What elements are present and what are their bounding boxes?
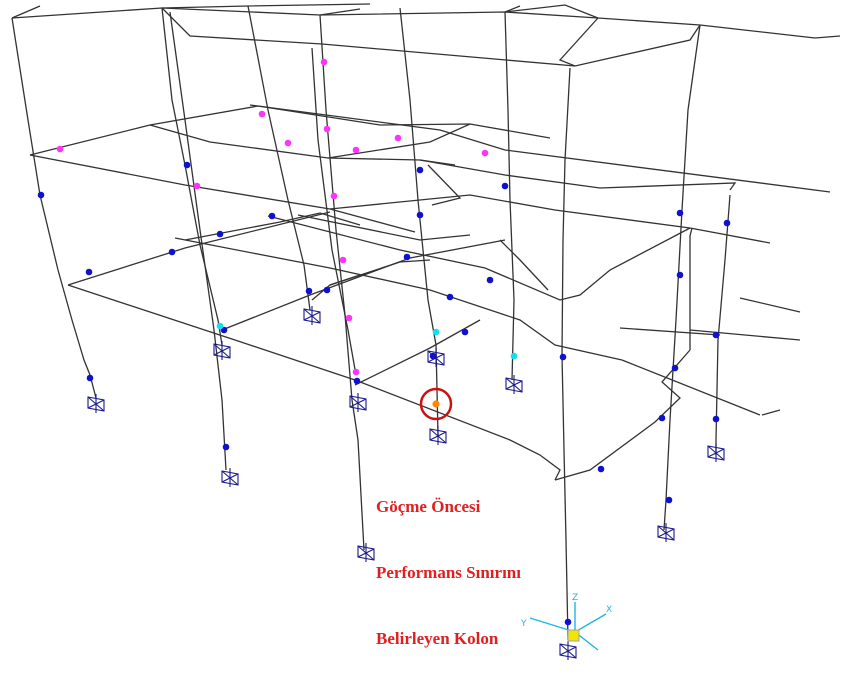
hinge-ls-11 (352, 368, 360, 376)
hinge-ls-5 (320, 58, 328, 66)
annotation-line-2: Performans Sınırını (376, 563, 521, 582)
hinge-io-15 (416, 211, 424, 219)
critical-column-annotation: Göçme Öncesi Performans Sınırını Belirle… (376, 452, 521, 672)
hinge-io-6 (216, 230, 224, 238)
hinge-ls-4 (284, 139, 292, 147)
hinge-io-30 (723, 219, 731, 227)
pin-support-11 (657, 523, 675, 542)
hinge-io-25 (671, 364, 679, 372)
hinge-io-10 (305, 287, 313, 295)
hinge-io-19 (461, 328, 469, 336)
pin-support-2 (213, 341, 231, 360)
hinge-io-29 (712, 415, 720, 423)
hinge-io-12 (403, 253, 411, 261)
annotation-line-1: Göçme Öncesi (376, 497, 481, 516)
hinge-cp-2 (432, 328, 440, 336)
hinge-io-7 (220, 326, 228, 334)
hinge-ls-13 (481, 149, 489, 157)
hinge-io-22 (597, 465, 605, 473)
hinge-ls-2 (193, 182, 201, 190)
pin-support-5 (349, 393, 367, 412)
hinge-ls-7 (352, 146, 360, 154)
pin-support-12 (707, 443, 725, 462)
critical-hinge-marker (432, 400, 440, 408)
hinge-io-18 (501, 182, 509, 190)
hinge-io-4 (183, 161, 191, 169)
hinge-io-31 (564, 618, 572, 626)
global-axes-triad: Z Y X (520, 593, 612, 651)
plastic-hinges (37, 58, 731, 626)
hinge-io-2 (85, 268, 93, 276)
hinge-io-3 (86, 374, 94, 382)
hinge-io-23 (658, 414, 666, 422)
pin-support-1 (87, 394, 105, 413)
critical-hinge-highlight-circle (419, 387, 453, 421)
hinge-io-5 (168, 248, 176, 256)
axes-origin-cube (567, 629, 580, 642)
hinge-io-14 (416, 166, 424, 174)
annotation-line-3: Belirleyen Kolon (376, 629, 499, 648)
column-supports (87, 306, 725, 660)
pin-support-9 (505, 375, 523, 394)
hinge-ls-12 (394, 134, 402, 142)
hinge-ls-9 (339, 256, 347, 264)
hinge-ls-1 (56, 145, 64, 153)
pin-support-10 (559, 641, 577, 660)
x-axis-label: X (606, 605, 612, 615)
pin-support-8 (429, 426, 447, 445)
pin-support-4 (303, 306, 321, 325)
hinge-cp-1 (216, 322, 224, 330)
hinge-io-21 (559, 353, 567, 361)
hinge-io-27 (676, 271, 684, 279)
z-axis-label: Z (572, 593, 578, 603)
hinge-cp-3 (510, 352, 518, 360)
hinge-io-16 (446, 293, 454, 301)
hinge-io-28 (712, 331, 720, 339)
hinge-io-17 (486, 276, 494, 284)
hinge-ls-3 (258, 110, 266, 118)
hinge-io-20 (429, 352, 437, 360)
pin-support-3 (221, 468, 239, 487)
hinge-io-26 (676, 209, 684, 217)
hinge-ls-10 (345, 314, 353, 322)
hinge-io-24 (665, 496, 673, 504)
hinge-io-13 (353, 377, 361, 385)
hinge-ls-8 (330, 192, 338, 200)
y-axis-label: Y (520, 619, 527, 629)
hinge-io-1 (37, 191, 45, 199)
hinge-io-9 (268, 212, 276, 220)
x-axis-line (574, 613, 607, 633)
hinge-ls-6 (323, 125, 331, 133)
hinge-io-11 (323, 286, 331, 294)
pin-support-7 (427, 348, 445, 367)
pin-support-6 (357, 543, 375, 562)
hinge-io-8 (222, 443, 230, 451)
